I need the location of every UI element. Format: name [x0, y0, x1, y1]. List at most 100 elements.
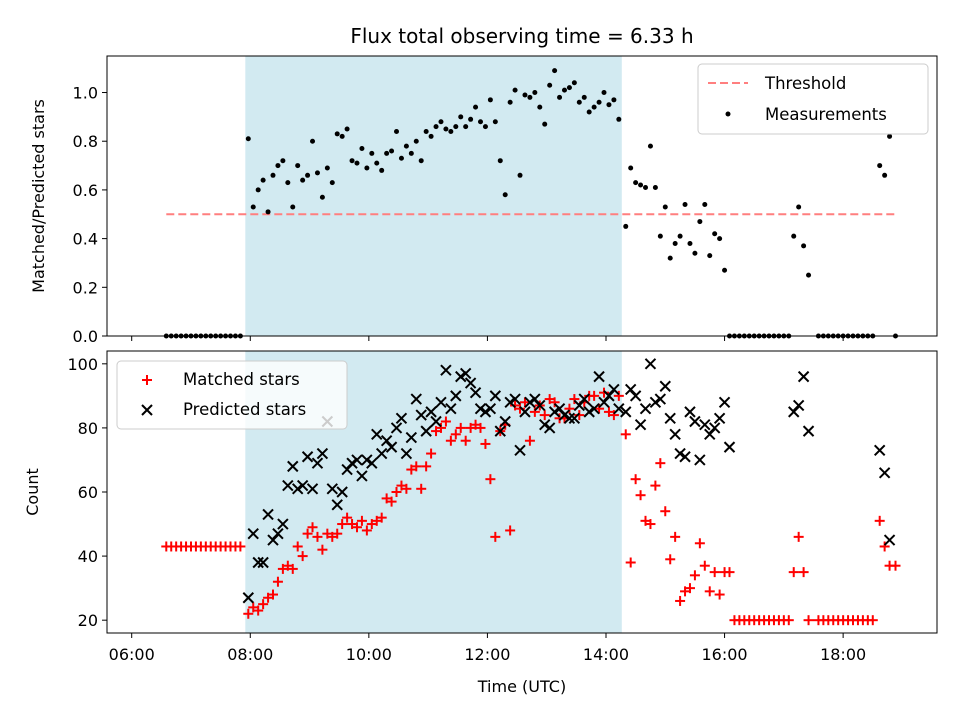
matched-star-point	[505, 525, 516, 536]
bottom-x-tick-label: 10:00	[346, 645, 392, 664]
bottom-x-ticks: 06:00 08:00 10:00 12:00 14:00 16:00 18:00	[109, 633, 866, 664]
measurement-point	[611, 97, 617, 103]
predicted-star-point	[380, 435, 393, 447]
measurement-point	[512, 87, 518, 93]
matched-star-point	[337, 519, 348, 530]
bottom-legend: Matched stars Predicted stars	[116, 360, 348, 430]
matched-star-point	[519, 397, 530, 408]
predicted-star-point	[723, 441, 736, 453]
predicted-star-point	[395, 412, 408, 425]
measurement-point	[423, 128, 429, 134]
measurement-point	[561, 87, 567, 93]
predicted-star-point	[802, 425, 815, 437]
matched-star-point	[411, 461, 422, 472]
predicted-star-point	[718, 396, 731, 408]
measurement-point	[319, 194, 325, 200]
measurement-point	[596, 99, 602, 105]
predicted-star-point	[435, 396, 447, 408]
measurement-point	[349, 158, 355, 164]
predicted-star-point	[644, 358, 657, 370]
predicted-star-point	[639, 402, 652, 415]
predicted-star-point	[514, 444, 526, 457]
predicted-star-point	[371, 428, 383, 441]
matched-star-point	[675, 595, 686, 606]
matched-star-point	[351, 522, 362, 533]
matched-star-point	[564, 403, 575, 414]
matched-star-point	[620, 429, 631, 440]
top-y-axis-label: Matched/Predicted stars	[29, 99, 48, 293]
measurements-layer	[163, 68, 898, 339]
measurement-point	[250, 204, 256, 210]
matched-star-point	[594, 403, 605, 414]
measurement-point	[418, 158, 424, 164]
predicted-star-point	[430, 415, 442, 428]
measurement-point	[557, 94, 563, 100]
measurement-point	[647, 143, 653, 149]
predicted-star-point	[689, 415, 701, 428]
bottom-y-tick-label: 60	[78, 483, 98, 502]
predicted-star-point	[484, 402, 497, 415]
matched-star-point	[460, 435, 471, 446]
matched-star-point	[890, 560, 901, 571]
measurement-point	[255, 187, 261, 193]
matched-star-point	[475, 422, 486, 433]
measurement-point	[374, 160, 380, 166]
predicted-star-point	[873, 444, 886, 457]
top-y-tick-label: 0.8	[73, 132, 98, 151]
matched-star-point	[450, 429, 461, 440]
predicted-star-point	[287, 460, 299, 473]
matched-star-point	[297, 551, 308, 562]
measurement-point	[285, 180, 291, 186]
predicted-star-point	[588, 402, 600, 415]
matched-star-point	[874, 515, 885, 526]
predicted-star-point	[694, 454, 706, 466]
measurement-point	[507, 99, 513, 105]
measurement-point	[623, 223, 629, 229]
legend-predicted-swatch	[141, 404, 153, 416]
predicted-star-point	[620, 406, 632, 418]
predicted-star-point	[669, 428, 681, 441]
matched-star-point	[421, 461, 432, 472]
measurement-point	[468, 116, 474, 122]
matched-star-point	[416, 483, 427, 494]
measurement-point	[369, 150, 375, 156]
predicted-star-point	[649, 396, 662, 408]
matched-star-point	[879, 541, 890, 552]
bottom-y-ticks: 20 40 60 80 100	[67, 355, 107, 630]
measurement-point	[245, 136, 251, 142]
matched-star-point	[689, 570, 700, 581]
predicted-star-point	[494, 425, 506, 437]
matched-star-point	[539, 410, 550, 421]
matched-star-point	[608, 410, 619, 421]
predicted-star-point	[713, 412, 726, 425]
measurement-point	[428, 133, 434, 139]
predicted-star-point	[548, 406, 561, 418]
measurement-point	[398, 155, 404, 161]
measurement-point	[265, 209, 271, 215]
predicted-star-point	[326, 483, 338, 495]
measurement-point	[712, 231, 718, 237]
predicted-star-point	[346, 457, 358, 469]
matched-star-point	[435, 422, 446, 433]
bottom-y-tick-label: 100	[67, 355, 98, 374]
matched-star-point	[635, 490, 646, 501]
matched-star-point	[714, 589, 725, 600]
measurement-point	[290, 204, 296, 210]
measurement-point	[591, 104, 597, 110]
measurement-point	[667, 255, 673, 261]
predicted-star-point	[499, 415, 511, 428]
matched-star-point	[650, 480, 661, 491]
measurement-point	[566, 85, 572, 91]
measurement-point	[796, 204, 802, 210]
predicted-star-point	[425, 406, 437, 418]
predicted-star-point	[613, 402, 625, 415]
bottom-y-tick-label: 20	[78, 611, 98, 630]
bottom-panel: 20 40 60 80 100 06:00 08:00 10:00 12:00 14:00 16:…	[23, 350, 938, 696]
bottom-x-tick-label: 06:00	[109, 645, 155, 664]
predicted-star-point	[459, 367, 472, 380]
measurement-point	[652, 184, 658, 190]
measurement-point	[606, 102, 612, 108]
measurement-point	[586, 109, 592, 115]
measurement-point	[448, 128, 454, 134]
matched-star-point	[599, 387, 610, 398]
